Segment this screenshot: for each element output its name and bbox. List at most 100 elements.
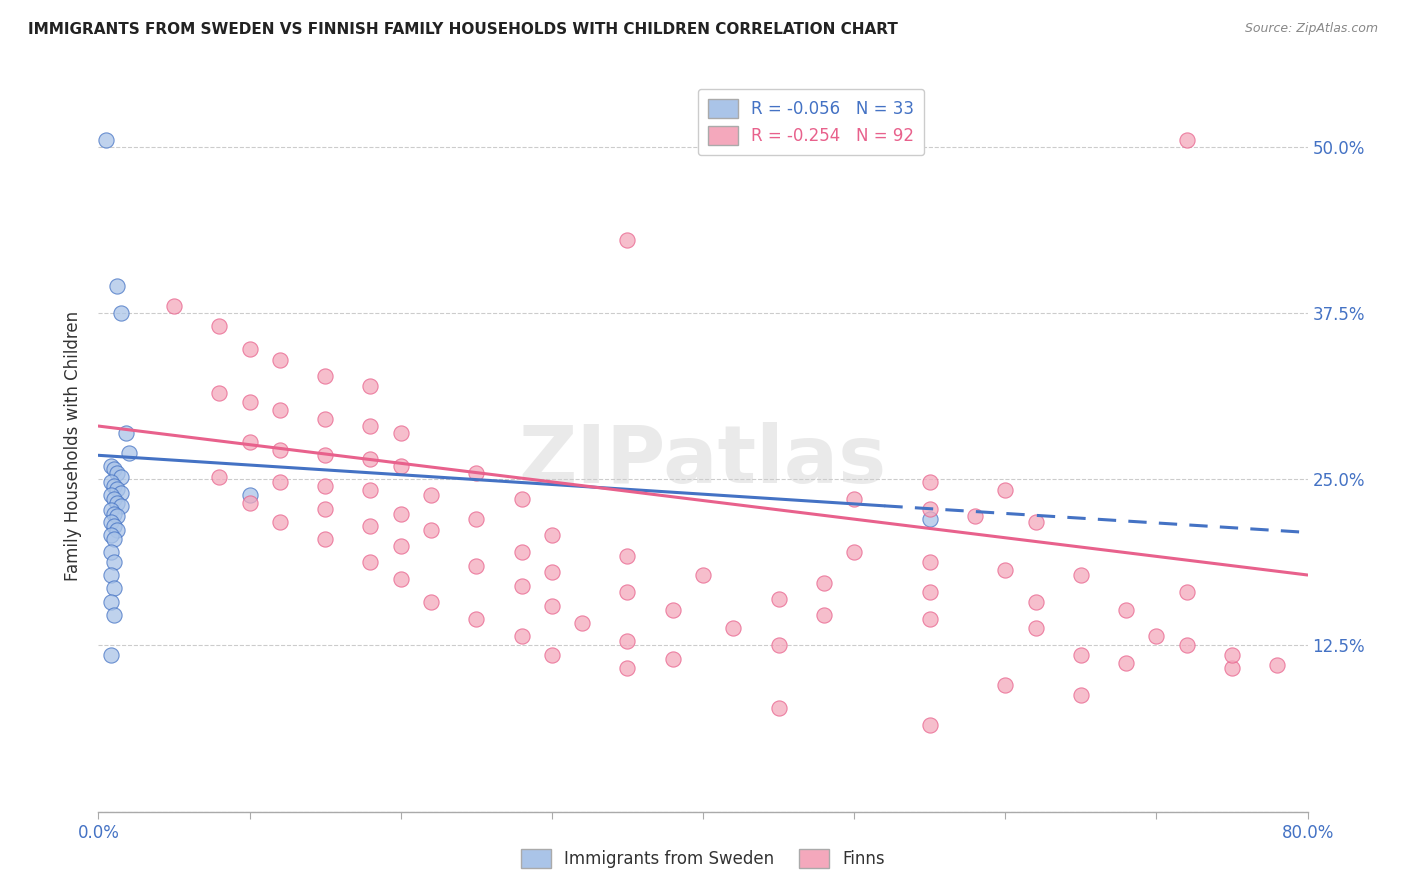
- Point: [844, 492, 866, 507]
- Point: [918, 718, 941, 732]
- Point: [208, 319, 231, 334]
- Point: [465, 612, 488, 626]
- Point: [661, 652, 683, 666]
- Point: [103, 461, 125, 475]
- Point: [1175, 639, 1198, 653]
- Point: [1220, 661, 1243, 675]
- Point: [389, 539, 412, 553]
- Point: [616, 634, 638, 648]
- Point: [540, 566, 562, 580]
- Point: [314, 501, 336, 516]
- Point: [1070, 648, 1092, 662]
- Point: [918, 585, 941, 599]
- Point: [100, 648, 122, 662]
- Point: [360, 379, 382, 393]
- Point: [918, 512, 941, 526]
- Point: [105, 496, 128, 510]
- Point: [844, 545, 866, 559]
- Point: [465, 512, 488, 526]
- Point: [510, 579, 533, 593]
- Point: [100, 488, 122, 502]
- Point: [360, 452, 382, 467]
- Point: [269, 515, 291, 529]
- Point: [768, 639, 790, 653]
- Point: [965, 509, 987, 524]
- Point: [360, 419, 382, 434]
- Point: [100, 515, 122, 529]
- Point: [94, 133, 117, 147]
- Point: [994, 563, 1017, 577]
- Point: [110, 306, 132, 320]
- Point: [314, 368, 336, 383]
- Point: [269, 475, 291, 489]
- Legend: R = -0.056   N = 33, R = -0.254   N = 92: R = -0.056 N = 33, R = -0.254 N = 92: [697, 88, 924, 155]
- Point: [208, 469, 231, 483]
- Point: [616, 549, 638, 564]
- Point: [103, 532, 125, 546]
- Point: [360, 518, 382, 533]
- Point: [239, 496, 262, 510]
- Point: [420, 488, 443, 502]
- Point: [510, 629, 533, 643]
- Point: [103, 507, 125, 521]
- Point: [540, 599, 562, 613]
- Point: [813, 576, 835, 591]
- Point: [994, 483, 1017, 497]
- Point: [1024, 621, 1046, 635]
- Point: [420, 523, 443, 537]
- Point: [616, 661, 638, 675]
- Point: [510, 545, 533, 559]
- Point: [100, 594, 122, 608]
- Point: [1070, 688, 1092, 702]
- Point: [360, 483, 382, 497]
- Point: [100, 528, 122, 542]
- Point: [540, 648, 562, 662]
- Point: [1144, 629, 1167, 643]
- Point: [314, 479, 336, 493]
- Point: [1115, 656, 1137, 670]
- Point: [103, 607, 125, 622]
- Point: [768, 701, 790, 715]
- Point: [314, 412, 336, 426]
- Point: [1175, 133, 1198, 147]
- Point: [918, 612, 941, 626]
- Point: [100, 458, 122, 473]
- Point: [465, 466, 488, 480]
- Point: [813, 607, 835, 622]
- Point: [465, 558, 488, 573]
- Point: [1070, 568, 1092, 582]
- Point: [1024, 515, 1046, 529]
- Point: [571, 615, 593, 630]
- Point: [389, 572, 412, 586]
- Point: [314, 448, 336, 462]
- Point: [103, 492, 125, 507]
- Point: [269, 442, 291, 457]
- Y-axis label: Family Households with Children: Family Households with Children: [65, 311, 83, 581]
- Point: [239, 435, 262, 450]
- Point: [661, 602, 683, 616]
- Point: [100, 545, 122, 559]
- Text: Source: ZipAtlas.com: Source: ZipAtlas.com: [1244, 22, 1378, 36]
- Point: [103, 479, 125, 493]
- Point: [105, 509, 128, 524]
- Point: [616, 585, 638, 599]
- Point: [918, 475, 941, 489]
- Point: [100, 568, 122, 582]
- Text: IMMIGRANTS FROM SWEDEN VS FINNISH FAMILY HOUSEHOLDS WITH CHILDREN CORRELATION CH: IMMIGRANTS FROM SWEDEN VS FINNISH FAMILY…: [28, 22, 898, 37]
- Point: [114, 425, 136, 440]
- Point: [360, 555, 382, 569]
- Text: ZIPatlas: ZIPatlas: [519, 422, 887, 500]
- Point: [105, 279, 128, 293]
- Point: [110, 499, 132, 513]
- Point: [105, 523, 128, 537]
- Point: [110, 469, 132, 483]
- Point: [389, 507, 412, 521]
- Point: [105, 466, 128, 480]
- Point: [768, 591, 790, 606]
- Point: [723, 621, 745, 635]
- Point: [105, 482, 128, 496]
- Point: [1115, 602, 1137, 616]
- Point: [110, 485, 132, 500]
- Point: [1024, 594, 1046, 608]
- Point: [994, 678, 1017, 692]
